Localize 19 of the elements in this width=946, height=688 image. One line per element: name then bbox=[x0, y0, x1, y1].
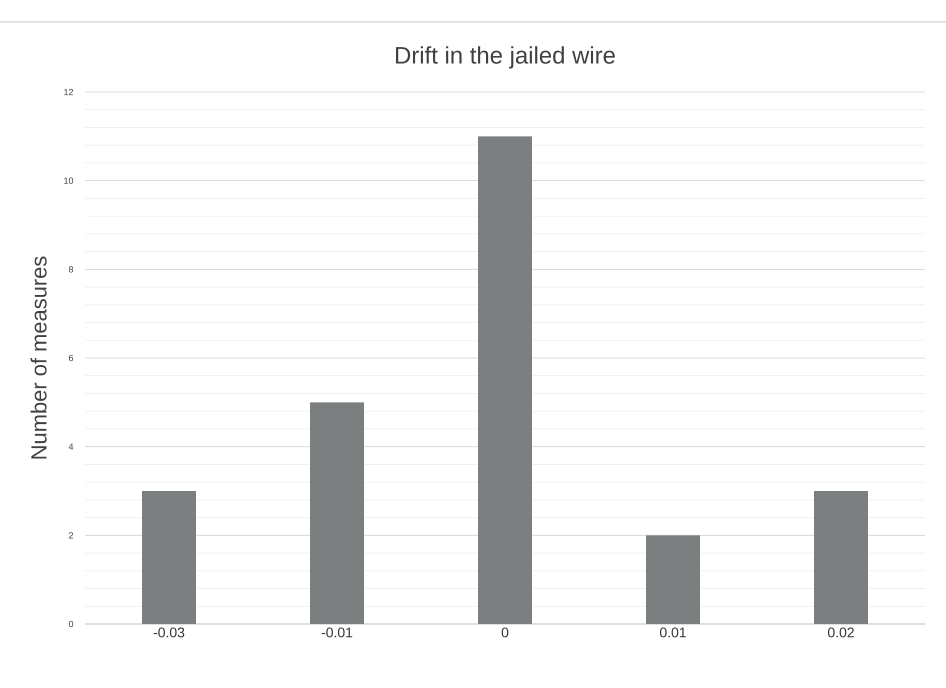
bar bbox=[814, 491, 868, 624]
bar bbox=[310, 402, 364, 624]
y-tick-label: 4 bbox=[68, 444, 74, 450]
x-tick-label: -0.01 bbox=[322, 628, 352, 638]
y-tick-label: 10 bbox=[64, 177, 74, 184]
x-tick-label: 0.02 bbox=[828, 628, 854, 638]
x-tick-label: -0.03 bbox=[154, 628, 184, 638]
x-tick-label: 0.01 bbox=[660, 628, 686, 638]
bar bbox=[478, 136, 532, 624]
y-tick-label: 8 bbox=[68, 266, 74, 273]
bar bbox=[646, 535, 700, 624]
y-axis-title: Number of measures bbox=[30, 256, 47, 459]
bar bbox=[142, 491, 196, 624]
y-tick-label: 2 bbox=[68, 532, 74, 538]
y-tick-label: 0 bbox=[68, 620, 74, 628]
chart-title: Drift in the jailed wire bbox=[396, 46, 615, 69]
x-tick-label: 0 bbox=[502, 628, 508, 638]
y-tick-label: 6 bbox=[68, 354, 74, 362]
y-tick-label: 12 bbox=[64, 88, 74, 96]
